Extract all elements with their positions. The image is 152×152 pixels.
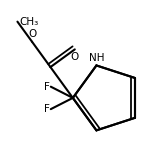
Text: O: O <box>71 52 79 62</box>
Text: O: O <box>28 29 36 39</box>
Text: CH₃: CH₃ <box>19 17 38 27</box>
Text: F: F <box>44 82 50 92</box>
Text: NH: NH <box>89 53 104 63</box>
Text: F: F <box>44 104 50 114</box>
